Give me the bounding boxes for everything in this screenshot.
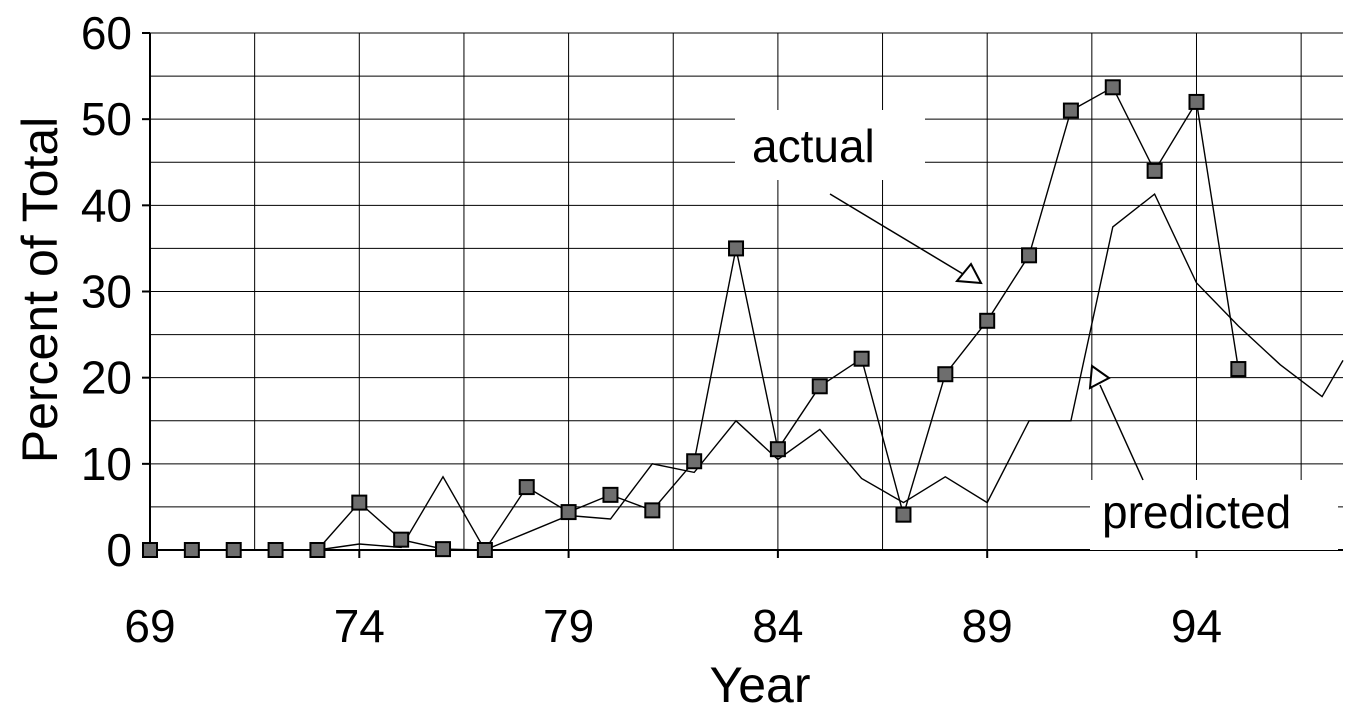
data-point-actual <box>183 542 200 558</box>
data-point-actual <box>769 441 786 458</box>
y-tick-labels: 0 10 20 30 40 50 60 <box>81 7 150 576</box>
y-tick-label: 40 <box>81 179 132 231</box>
y-tick-label: 50 <box>81 93 132 145</box>
actual-label-bg <box>735 110 925 180</box>
data-point-actual <box>393 531 410 548</box>
data-point-actual <box>225 542 242 558</box>
data-point-actual <box>476 542 493 558</box>
x-tick-label: 84 <box>752 600 803 652</box>
actual-arrowhead <box>955 262 983 285</box>
y-tick-label: 10 <box>81 438 132 490</box>
data-point-actual <box>937 366 954 383</box>
data-point-actual <box>560 504 577 521</box>
data-point-actual <box>142 542 158 558</box>
data-point-actual <box>1104 79 1121 96</box>
data-point-actual <box>895 506 912 523</box>
data-point-actual <box>686 453 703 470</box>
x-tick-label: 79 <box>543 600 594 652</box>
y-tick-label: 20 <box>81 352 132 404</box>
data-point-actual <box>853 350 870 367</box>
data-point-actual <box>1021 247 1038 264</box>
y-tick-label: 0 <box>106 524 132 576</box>
predicted-label-bg <box>1090 480 1338 550</box>
data-point-actual <box>1230 361 1247 378</box>
series-markers <box>142 79 1247 558</box>
series-line-actual <box>150 86 1240 551</box>
data-point-actual <box>1188 93 1205 110</box>
data-point-actual <box>1062 102 1079 119</box>
data-point-actual <box>518 479 535 496</box>
y-tick-label: 30 <box>81 266 132 318</box>
y-axis-title: Percent of Total <box>12 117 68 464</box>
predicted-arrowhead <box>1088 364 1111 390</box>
x-tick-label: 74 <box>334 600 385 652</box>
x-axis-title: Year <box>709 657 810 711</box>
x-tick-label: 89 <box>962 600 1013 652</box>
predicted-annotation-arrow <box>1099 384 1144 481</box>
x-tick-label: 69 <box>124 600 175 652</box>
data-point-actual <box>267 542 284 558</box>
data-point-actual <box>728 240 745 257</box>
actual-annotation-label: actual <box>752 120 875 172</box>
data-point-actual <box>435 541 452 558</box>
predicted-annotation-label: predicted <box>1102 486 1291 538</box>
data-point-actual <box>309 542 326 558</box>
data-point-actual <box>811 378 828 395</box>
data-point-actual <box>602 486 619 503</box>
data-point-actual <box>1146 162 1163 179</box>
data-point-actual <box>351 494 368 511</box>
actual-annotation-arrow <box>829 193 969 278</box>
x-tick-labels: 69 74 79 84 89 94 <box>124 550 1222 652</box>
y-tick-label: 60 <box>81 7 132 59</box>
data-point-actual <box>979 312 996 329</box>
data-point-actual <box>644 502 661 519</box>
x-tick-label: 94 <box>1171 600 1222 652</box>
